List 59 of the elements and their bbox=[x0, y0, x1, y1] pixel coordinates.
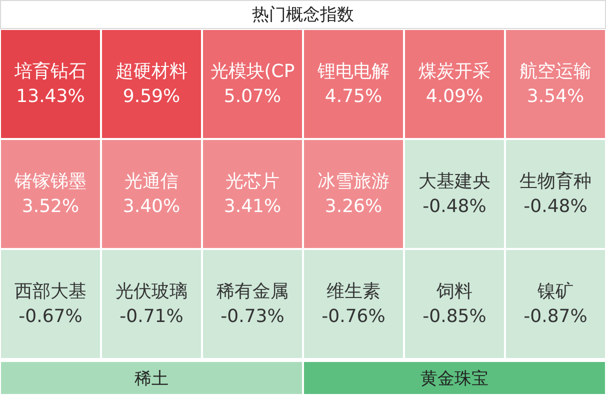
cell: 稀有金属 -0.73% bbox=[203, 250, 302, 358]
category-label: 冰雪旅游 bbox=[318, 171, 390, 192]
cell: 航空运输 3.54% bbox=[506, 30, 605, 138]
category-label: 航空运输 bbox=[520, 61, 592, 82]
data-label: -0.76% bbox=[322, 306, 386, 327]
category-label: 光通信 bbox=[124, 171, 178, 192]
data-label: 4.75% bbox=[324, 86, 382, 107]
category-label: 光伏玻璃 bbox=[116, 281, 188, 302]
category-label: 黄金珠宝 bbox=[420, 369, 488, 389]
cell: 生物育种 -0.48% bbox=[506, 140, 605, 248]
category-label: 锂电电解 bbox=[316, 61, 390, 82]
cell: 大基建央 -0.48% bbox=[405, 140, 504, 248]
cell: 饲料 -0.85% bbox=[405, 250, 504, 358]
data-label: -0.48% bbox=[422, 196, 486, 217]
data-label: 3.41% bbox=[224, 196, 282, 217]
category-label: 煤炭开采 bbox=[418, 61, 490, 82]
data-label: 5.07% bbox=[224, 86, 282, 107]
category-label: 镍矿 bbox=[536, 281, 574, 302]
data-label: -0.87% bbox=[524, 306, 588, 327]
data-label: -0.67% bbox=[18, 306, 82, 327]
data-label: -0.71% bbox=[120, 306, 184, 327]
cell: 光伏玻璃 -0.71% bbox=[102, 250, 201, 358]
category-label: 西部大基 bbox=[14, 281, 86, 302]
cell: 煤炭开采 4.09% bbox=[405, 30, 504, 138]
data-label: 3.52% bbox=[22, 196, 80, 217]
cell: 冰雪旅游 3.26% bbox=[304, 140, 403, 248]
cell: 超硬材料 9.59% bbox=[102, 30, 201, 138]
category-label: 维生素 bbox=[326, 281, 380, 302]
data-label: 3.54% bbox=[526, 86, 584, 107]
data-label: 4.09% bbox=[426, 86, 484, 107]
cell: 镍矿 -0.87% bbox=[506, 250, 605, 358]
category-label: 超硬材料 bbox=[116, 61, 188, 82]
category-label: 生物育种 bbox=[520, 171, 592, 192]
data-label: -0.85% bbox=[422, 306, 486, 327]
category-label: 光芯片 bbox=[226, 171, 280, 192]
data-label: -0.73% bbox=[220, 306, 284, 327]
cell: 黄金珠宝 bbox=[304, 362, 605, 394]
cell: 锗镓锑墨 3.52% bbox=[1, 140, 100, 248]
category-label: 锗镓锑墨 bbox=[14, 171, 86, 192]
data-label: 3.40% bbox=[122, 196, 180, 217]
data-label: 13.43% bbox=[16, 86, 85, 107]
cell: 光通信 3.40% bbox=[102, 140, 201, 248]
cell: 西部大基 -0.67% bbox=[1, 250, 100, 358]
cell: 维生素 -0.76% bbox=[304, 250, 403, 358]
category-label: 稀土 bbox=[134, 369, 168, 389]
data-label: 3.26% bbox=[324, 196, 382, 217]
category-label: 大基建央 bbox=[418, 171, 490, 192]
category-label: 稀有金属 bbox=[216, 281, 288, 302]
category-label: 光模块(CP bbox=[210, 61, 295, 82]
cell: 光芯片 3.41% bbox=[203, 140, 302, 248]
category-label: 培育钻石 bbox=[14, 61, 86, 82]
data-label: 9.59% bbox=[122, 86, 180, 107]
text: 热门概念指数 bbox=[252, 5, 354, 25]
data-label: -0.48% bbox=[524, 196, 588, 217]
cell: 锂电电解 4.75% bbox=[304, 30, 403, 138]
cell: 稀土 bbox=[1, 362, 302, 394]
category-label: 饲料 bbox=[436, 281, 472, 302]
cell: 光模块(CP 5.07% bbox=[203, 30, 302, 138]
cell: 培育钻石 13.43% bbox=[1, 30, 100, 138]
